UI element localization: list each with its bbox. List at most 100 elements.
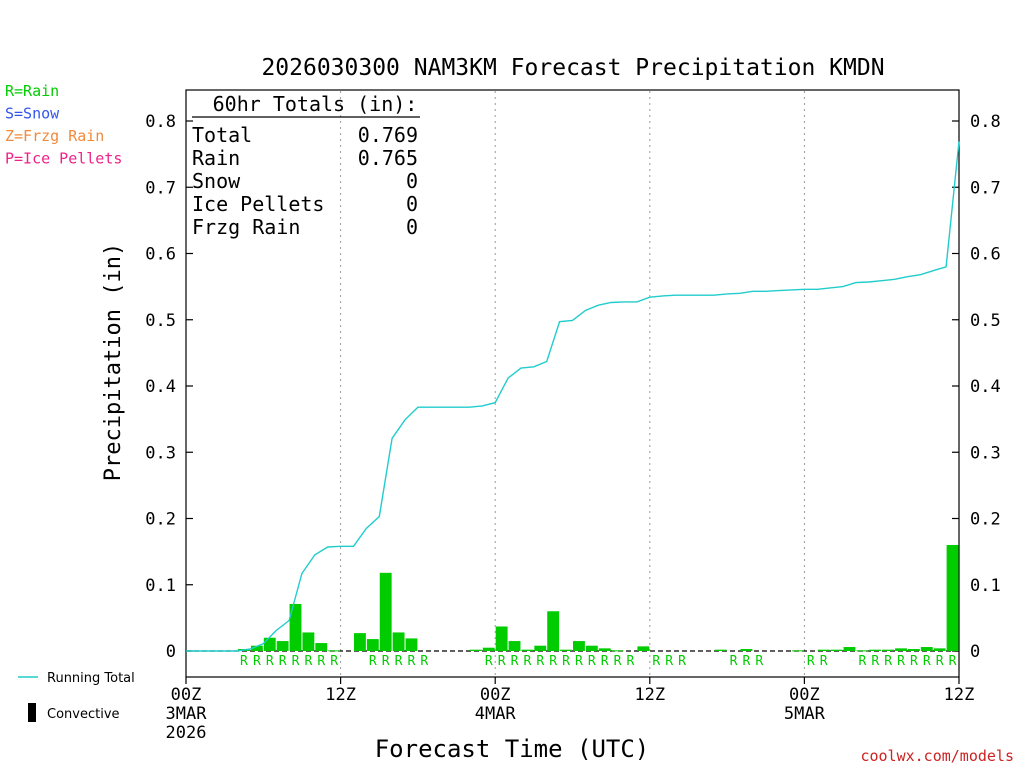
x-tick-label: 00Z [480,685,511,705]
rain-marker: R [536,654,544,669]
y-axis-right: 0 0.1 0.2 0.3 0.4 0.5 0.6 0.7 0.8 [952,112,1001,662]
x-tick-label: 4MAR [475,704,517,724]
precip-bar [366,639,379,651]
rain-marker: R [292,654,300,669]
rain-marker: R [807,654,815,669]
rain-marker: R [523,654,531,669]
totals-row-value: 0 [406,192,418,216]
rain-marker: R [730,654,738,669]
y-tick-label: 0.6 [145,245,176,265]
y-tick-label: 0.2 [145,510,176,530]
precip-bar [907,649,920,651]
rain-marker: R [485,654,493,669]
precip-bar [573,641,585,651]
x-tick-label: 3MAR [166,704,208,724]
rain-marker: R [498,654,506,669]
precip-bar [521,649,534,651]
precip-bar [469,649,482,651]
y-tick-label: 0.3 [145,443,176,463]
legend-snow: S=Snow [5,105,60,123]
rain-marker: R [549,654,557,669]
precip-bar [547,611,560,651]
y-tick-label-right: 0.3 [970,443,1001,463]
y-tick-label-right: 0 [970,642,980,662]
precip-bar [263,637,276,651]
x-tick-label: 00Z [789,685,820,705]
precip-bar [869,649,882,651]
precip-type-legend: R=Rain S=Snow Z=Frzg Rain P=Ice Pellets [5,82,122,168]
legend-ice-pellets: P=Ice Pellets [5,150,122,168]
y-tick-label-right: 0.2 [970,510,1001,530]
y-tick-label-right: 0.7 [970,178,1001,198]
precip-bar [920,647,933,651]
precip-bar [856,650,869,652]
rain-marker: R [858,654,866,669]
y-tick-label: 0.8 [145,112,176,132]
y-tick-label: 0.5 [145,311,176,331]
totals-rows: Total 0.769 Rain 0.765 Snow 0 Ice Pellets 0 Frzg… [192,123,418,239]
rain-marker: R [755,654,763,669]
rain-marker: R [678,654,686,669]
y-tick-label: 0 [166,642,176,662]
precip-bar [534,645,547,651]
rain-marker: R [420,654,428,669]
running-total-legend: Running Total [18,671,135,686]
legend-rain: R=Rain [5,82,59,100]
precip-bar [792,650,804,652]
rain-marker: R [369,654,377,669]
totals-box: 60hr Totals (in): Total 0.769 Rain 0.765 Sno… [192,92,420,239]
y-axis-label: Precipitation (in) [101,243,126,481]
precip-bar [302,632,315,651]
precip-bar [328,650,341,652]
rain-marker: R [601,654,609,669]
precip-bar [405,638,418,651]
y-tick-label-right: 0.4 [970,377,1001,397]
running-total-legend-label: Running Total [47,671,135,686]
precip-bar [714,649,727,651]
precip-bar [560,649,572,651]
precip-bar [830,649,843,651]
rain-marker: R [910,654,918,669]
rain-marker: R [266,654,274,669]
y-axis-left: 0 0.1 0.2 0.3 0.4 0.5 0.6 0.7 0.8 [145,112,193,662]
y-tick-label-right: 0.8 [970,112,1001,132]
totals-row-label: Rain [192,146,240,170]
x-tick-label: 00Z [171,685,202,705]
rain-marker: R [317,654,325,669]
precip-bar [392,632,405,651]
precip-bar [933,648,946,651]
precip-bar [946,545,959,651]
x-tick-label: 5MAR [784,704,826,724]
x-tick-label: 12Z [325,685,356,705]
rain-marker: R [562,654,570,669]
rain-marker: R [627,654,635,669]
precip-bar [637,646,650,651]
totals-row-value: 0 [406,169,418,193]
rain-marker: R [949,654,957,669]
rain-marker: R [665,654,673,669]
legend-frzg-rain: Z=Frzg Rain [5,127,104,145]
totals-row-value: 0 [406,215,418,239]
precip-bar [817,649,830,651]
precip-bar [482,647,495,651]
rain-marker: R [395,654,403,669]
y-tick-label-right: 0.5 [970,311,1001,331]
precip-bar [289,603,302,651]
precip-bar [250,645,263,651]
y-tick-label: 0.4 [145,377,176,397]
rain-marker: R [897,654,905,669]
running-total-line [186,141,960,652]
totals-row-label: Total [192,123,252,147]
convective-legend-label: Convective [47,707,120,722]
precip-bar [353,633,366,651]
y-tick-label: 0.7 [145,178,176,198]
precip-bar [315,643,328,651]
rain-marker: R [923,654,931,669]
rain-marker: R [408,654,416,669]
y-tick-label-right: 0.1 [970,576,1001,596]
rain-marker: R [511,654,519,669]
x-tick-label: 2026 [166,723,207,743]
rain-marker: R [279,654,287,669]
